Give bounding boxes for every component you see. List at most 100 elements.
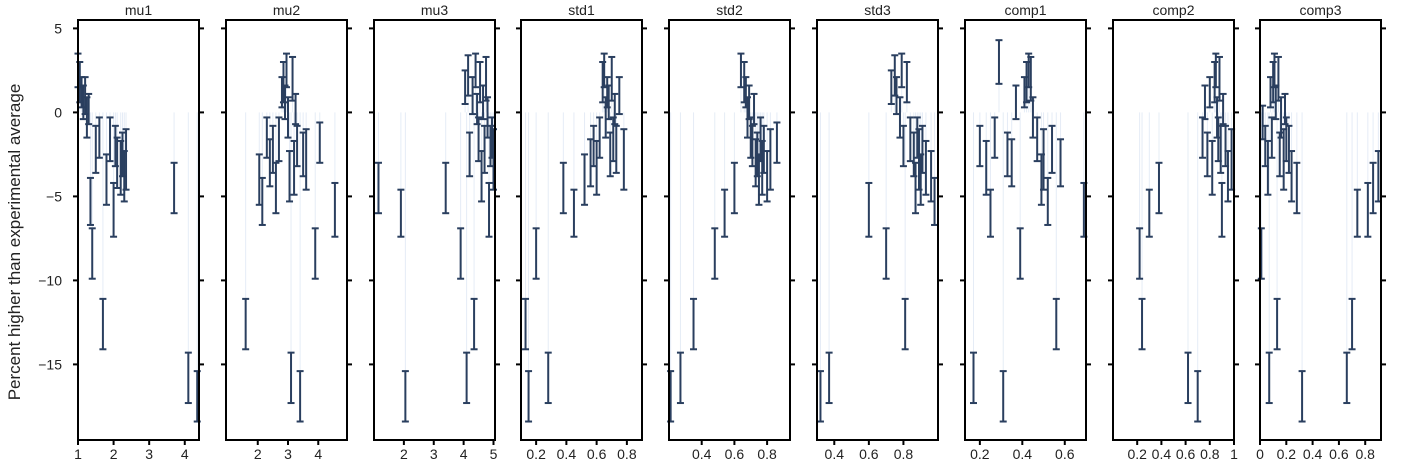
x-tick-label: 0.8 — [1355, 446, 1375, 462]
axes-frame — [373, 19, 496, 441]
error-bar — [1281, 92, 1289, 126]
error-bar — [99, 297, 107, 351]
error-bar — [457, 227, 465, 280]
y-tick-label: −5 — [46, 188, 62, 204]
error-bar — [922, 139, 930, 196]
error-bar — [331, 181, 339, 238]
x-tick-label: 0.4 — [1152, 446, 1172, 462]
error-bar — [1044, 176, 1052, 226]
error-bar — [1219, 92, 1227, 126]
error-bar — [1052, 297, 1060, 351]
error-bar — [999, 370, 1007, 423]
axes-frame — [964, 19, 1087, 441]
error-bar — [1268, 116, 1276, 159]
error-bar — [442, 161, 450, 215]
error-bar — [532, 227, 540, 280]
error-bar — [316, 121, 324, 164]
error-bar — [275, 116, 283, 163]
axes-frame — [77, 19, 200, 441]
panel-title: mu2 — [273, 2, 300, 18]
error-bar — [1343, 351, 1351, 405]
error-bar — [1206, 76, 1214, 109]
error-bar — [88, 227, 96, 280]
x-tick-label: 0.8 — [757, 446, 777, 462]
error-bar — [106, 116, 114, 163]
error-bar — [1353, 188, 1361, 238]
error-bar — [882, 227, 890, 280]
x-tick-label: 0.6 — [725, 446, 745, 462]
error-bar — [1288, 150, 1296, 203]
error-bar — [620, 128, 628, 191]
error-bar — [982, 139, 990, 196]
panel-title: mu3 — [421, 2, 448, 18]
y-tick-label: −15 — [38, 356, 62, 372]
error-bar — [991, 116, 999, 159]
x-tick-label: 4 — [314, 446, 322, 462]
error-bar — [374, 161, 382, 215]
panel-comp1: comp1 0.2 0.4 0.6 — [960, 2, 1091, 462]
axes-frame — [520, 19, 643, 441]
axes-frame — [668, 19, 791, 441]
error-bar — [1145, 188, 1153, 238]
x-tick-label: 2 — [254, 446, 262, 462]
x-tick-label: 0.6 — [1329, 446, 1349, 462]
x-tick-label: 0.2 — [1127, 446, 1147, 462]
error-bar — [903, 61, 911, 104]
x-tick-label: 0 — [1256, 446, 1264, 462]
error-bar — [690, 297, 698, 351]
error-bar — [286, 150, 294, 203]
error-bar — [893, 76, 901, 116]
error-bar — [544, 351, 552, 405]
panel-title: comp3 — [1299, 2, 1341, 18]
error-bar — [1029, 96, 1037, 139]
y-axis-label: Percent higher than experimental average — [5, 84, 24, 401]
error-bar — [898, 52, 906, 89]
error-bar — [1270, 52, 1278, 89]
x-tick-label: 0.4 — [692, 446, 712, 462]
error-bar — [1155, 161, 1163, 215]
error-bar — [1293, 161, 1301, 215]
error-bar — [470, 297, 478, 351]
panel-comp3: comp3 0 0.2 0.4 0.6 0.8 — [1255, 2, 1386, 462]
x-tick-label: 0.8 — [617, 446, 637, 462]
error-bar — [1048, 124, 1056, 174]
error-bar — [986, 188, 994, 238]
panel-std1: std1 0.2 0.4 0.6 0.8 — [516, 2, 647, 462]
error-bar — [302, 128, 310, 191]
error-bar — [113, 136, 121, 189]
panel-comp2: comp2 0.2 0.4 0.6 0.8 1 — [1108, 2, 1239, 462]
error-bar — [816, 370, 824, 423]
x-tick-label: 1 — [1230, 446, 1238, 462]
error-bar — [1348, 297, 1356, 351]
error-bar — [472, 52, 480, 89]
axes-frame — [225, 19, 348, 441]
error-bar — [122, 128, 130, 191]
x-tick-label: 0.6 — [1176, 446, 1196, 462]
panel-mu1: mu1 5 0 −5 −10 −15 1 2 3 4 — [38, 2, 204, 462]
error-bar — [918, 124, 926, 174]
error-bar — [611, 92, 619, 126]
error-bar — [92, 124, 100, 174]
error-bar — [1218, 181, 1226, 238]
error-bar — [570, 188, 578, 238]
error-bar — [896, 96, 904, 139]
panel-title: comp2 — [1152, 2, 1194, 18]
x-tick-label: 0.6 — [587, 446, 607, 462]
panel-title: mu1 — [125, 2, 152, 18]
error-bar — [1273, 297, 1281, 351]
error-bar — [1265, 351, 1273, 405]
axes-frame — [1259, 19, 1382, 441]
error-bar — [102, 153, 110, 206]
panel-title: comp1 — [1004, 2, 1046, 18]
error-bar — [1264, 139, 1272, 196]
error-bar — [170, 161, 178, 215]
error-bar — [1136, 227, 1144, 280]
error-bar — [969, 351, 977, 405]
error-bar — [110, 181, 118, 238]
error-bar — [1057, 138, 1065, 188]
error-bar — [292, 92, 300, 126]
error-bar — [95, 116, 103, 159]
error-bar — [912, 161, 920, 215]
error-bar — [525, 370, 533, 423]
error-bar — [272, 161, 280, 215]
